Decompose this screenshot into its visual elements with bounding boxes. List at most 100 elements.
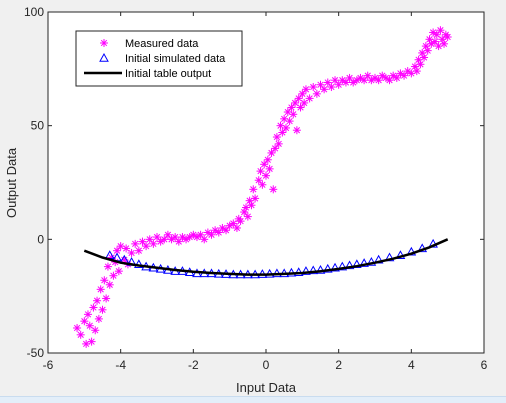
measured-data-point bbox=[236, 217, 245, 226]
measured-data-point bbox=[85, 321, 94, 330]
measured-data-point bbox=[100, 276, 109, 285]
measured-data-point bbox=[207, 230, 216, 239]
measured-data-point bbox=[105, 280, 114, 289]
measured-data-point bbox=[258, 180, 267, 189]
x-tick-label: 2 bbox=[335, 358, 342, 372]
window-bottom-strip bbox=[0, 396, 506, 403]
legend-label-measured: Measured data bbox=[125, 38, 199, 50]
simulated-data-point bbox=[344, 260, 355, 270]
measured-data-point bbox=[103, 262, 112, 271]
measured-data-point bbox=[345, 73, 354, 82]
measured-data-point bbox=[260, 160, 269, 169]
measured-data-point bbox=[294, 94, 303, 103]
measured-data-point bbox=[443, 33, 452, 42]
measured-data-point bbox=[114, 267, 123, 276]
measured-data-point bbox=[256, 167, 265, 176]
measured-data-point bbox=[363, 71, 372, 80]
measured-data-point bbox=[323, 78, 332, 87]
y-tick-label: 100 bbox=[24, 5, 44, 19]
measured-data-point bbox=[171, 233, 180, 242]
measured-data-point bbox=[341, 78, 350, 87]
data-layer bbox=[73, 26, 452, 348]
measured-data-point bbox=[93, 296, 102, 305]
measured-data-point bbox=[131, 239, 140, 248]
legend-asterisk-icon bbox=[100, 39, 108, 47]
measured-data-point bbox=[251, 194, 260, 203]
measured-data-point bbox=[265, 164, 274, 173]
measured-data-point bbox=[134, 246, 143, 255]
measured-data-point bbox=[285, 117, 294, 126]
y-tick-label: -50 bbox=[27, 346, 45, 360]
measured-data-point bbox=[291, 98, 300, 107]
simulated-data-point bbox=[322, 263, 333, 273]
measured-data-point bbox=[320, 85, 329, 94]
measured-data-point bbox=[269, 185, 278, 194]
measured-data-point bbox=[292, 126, 301, 135]
measured-data-point bbox=[267, 148, 276, 157]
measured-data-point bbox=[254, 176, 263, 185]
simulated-data-point bbox=[301, 266, 311, 275]
measured-data-point bbox=[312, 89, 321, 98]
simulated-data-point bbox=[406, 246, 417, 256]
measured-data-point bbox=[274, 139, 283, 148]
measured-data-point bbox=[360, 76, 369, 85]
measured-data-point bbox=[127, 248, 136, 257]
measured-data-point bbox=[149, 239, 158, 248]
measured-data-point bbox=[271, 144, 280, 153]
measured-data-point bbox=[334, 80, 343, 89]
x-tick-label: -6 bbox=[43, 358, 54, 372]
x-axis-label: Input Data bbox=[236, 380, 297, 395]
simulated-data-point bbox=[351, 259, 362, 269]
measured-data-point bbox=[301, 85, 310, 94]
measured-data-series bbox=[73, 26, 452, 348]
measured-data-point bbox=[278, 128, 287, 137]
measured-data-point bbox=[98, 305, 107, 314]
simulated-data-point bbox=[337, 261, 348, 271]
x-tick-label: 6 bbox=[481, 358, 488, 372]
measured-data-point bbox=[89, 303, 98, 312]
measured-data-point bbox=[73, 323, 82, 332]
measured-data-point bbox=[420, 53, 429, 62]
simulated-data-point bbox=[315, 264, 326, 274]
x-tick-label: -2 bbox=[188, 358, 199, 372]
measured-data-point bbox=[432, 30, 441, 39]
simulated-data-point bbox=[359, 258, 369, 267]
measured-data-point bbox=[262, 171, 270, 180]
measured-data-point bbox=[309, 83, 318, 92]
x-tick-label: 0 bbox=[263, 358, 270, 372]
measured-data-point bbox=[305, 94, 314, 103]
measured-data-point bbox=[416, 60, 425, 69]
table-output-line bbox=[83, 238, 449, 276]
tick-layer: -6 -4 -2 0 2 4 6 -50 0 50 100 bbox=[24, 5, 488, 372]
measured-data-point bbox=[142, 242, 151, 251]
measured-data-point bbox=[300, 98, 309, 107]
measured-data-point bbox=[249, 185, 258, 194]
measured-data-point bbox=[331, 76, 340, 85]
simulated-data-point bbox=[330, 262, 340, 272]
measured-data-point bbox=[423, 46, 432, 55]
measured-data-point bbox=[287, 103, 296, 112]
measured-data-point bbox=[316, 80, 325, 89]
measured-data-point bbox=[80, 317, 89, 326]
measured-data-point bbox=[247, 201, 256, 210]
legend-label-table-output: Initial table output bbox=[125, 68, 211, 80]
y-axis-label: Output Data bbox=[4, 147, 19, 218]
measured-data-point bbox=[243, 212, 252, 221]
legend-marker-measured bbox=[100, 39, 108, 47]
measured-data-point bbox=[76, 330, 85, 339]
y-tick-label: 50 bbox=[31, 119, 45, 133]
measured-data-point bbox=[122, 244, 131, 253]
measured-data-point bbox=[296, 103, 305, 112]
measured-data-point bbox=[87, 337, 96, 346]
measured-data-point bbox=[412, 67, 421, 76]
measured-data-point bbox=[145, 235, 154, 244]
legend-triangle-icon bbox=[99, 52, 109, 62]
measured-data-point bbox=[400, 71, 409, 80]
legend: Measured data Initial simulated data Ini… bbox=[75, 30, 243, 87]
measured-data-point bbox=[440, 39, 449, 48]
y-tick-label: 0 bbox=[37, 232, 44, 246]
measured-data-point bbox=[203, 228, 212, 237]
simulated-data-point bbox=[395, 250, 406, 259]
measured-data-point bbox=[153, 233, 161, 242]
